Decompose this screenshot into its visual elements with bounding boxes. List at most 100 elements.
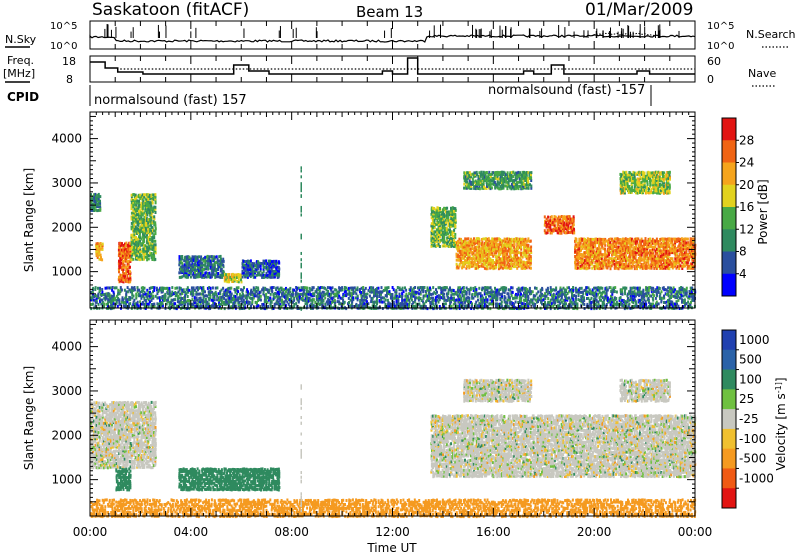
power-cell <box>658 185 661 189</box>
power-cell <box>451 224 454 228</box>
power-cell <box>183 304 185 308</box>
power-cell <box>597 251 600 255</box>
power-cell <box>488 239 491 243</box>
power-cell <box>269 259 272 263</box>
power-cell <box>650 263 653 266</box>
power-cell <box>430 244 433 248</box>
power-cell <box>230 286 233 290</box>
power-cell <box>458 258 461 262</box>
power-cell <box>238 273 241 277</box>
power-cell <box>262 292 265 296</box>
power-cell <box>209 259 212 263</box>
power-cell <box>286 300 289 304</box>
power-cell <box>629 177 632 181</box>
power-cell <box>557 219 560 223</box>
power-cell <box>466 171 468 175</box>
power-cell <box>484 254 487 258</box>
power-cell <box>251 269 254 273</box>
power-cell <box>631 262 634 266</box>
power-cell <box>241 269 244 273</box>
power-cell <box>95 254 98 257</box>
power-cell <box>130 221 133 225</box>
power-cell <box>685 241 688 245</box>
power-cell <box>568 215 571 219</box>
power-cell <box>244 260 247 264</box>
power-cell <box>144 221 147 225</box>
power-cell <box>198 255 201 259</box>
power-cell <box>523 247 526 251</box>
power-cell <box>653 173 656 177</box>
power-cell <box>644 239 647 243</box>
power-cell <box>589 241 592 245</box>
power-cell <box>471 177 474 181</box>
power-cell <box>555 226 558 230</box>
power-cell <box>105 302 108 306</box>
power-cell <box>690 242 693 245</box>
power-cell <box>599 243 602 247</box>
power-cell <box>494 241 497 245</box>
power-cell <box>95 244 98 248</box>
power-cell <box>464 186 467 190</box>
power-cell <box>527 243 530 247</box>
power-cell <box>629 239 632 243</box>
power-cell <box>182 265 185 269</box>
power-cell <box>622 255 625 259</box>
power-cell <box>643 175 646 179</box>
power-cell <box>476 255 479 259</box>
power-cell <box>620 247 623 251</box>
power-cell <box>667 179 669 183</box>
power-cell <box>101 292 104 296</box>
power-cell <box>207 304 210 308</box>
power-cell <box>132 288 135 292</box>
power-cell <box>645 266 648 270</box>
power-cell <box>146 302 149 306</box>
power-cell <box>162 288 164 292</box>
power-cell <box>146 213 149 217</box>
power-cell <box>201 271 204 275</box>
power-cell <box>664 177 667 181</box>
power-cell <box>664 187 667 191</box>
power-cell <box>143 254 146 258</box>
power-cell <box>278 292 281 296</box>
power-cell <box>97 203 100 207</box>
power-cell <box>140 250 143 254</box>
power-cell <box>450 212 452 216</box>
power-cell <box>515 262 518 266</box>
power-cell <box>150 252 153 255</box>
power-cell <box>515 245 518 249</box>
power-cell <box>109 286 112 290</box>
power-cell <box>478 257 481 261</box>
power-cell <box>97 296 100 300</box>
power-cell <box>159 299 161 302</box>
power-cell <box>125 271 128 275</box>
power-cell <box>474 241 476 245</box>
power-cell <box>153 243 156 247</box>
power-cell <box>270 268 273 272</box>
power-cell <box>514 237 517 241</box>
power-cell <box>634 241 637 245</box>
power-cell <box>616 245 619 249</box>
power-cell <box>434 234 437 238</box>
power-cell <box>459 261 462 265</box>
power-cell <box>513 245 516 249</box>
power-cell <box>546 219 549 223</box>
power-cell <box>629 175 632 179</box>
power-cell <box>550 231 553 235</box>
power-cell <box>507 246 510 250</box>
power-cell <box>434 236 437 240</box>
power-cell <box>267 290 270 294</box>
power-cell <box>571 231 574 235</box>
power-cell <box>180 269 183 273</box>
power-cell <box>492 182 495 186</box>
power-cell <box>443 238 446 242</box>
power-cell <box>95 242 98 246</box>
power-cell <box>520 264 523 268</box>
power-cell <box>229 300 232 304</box>
power-cell <box>442 240 445 244</box>
power-cell <box>128 304 130 308</box>
power-cell <box>120 276 123 280</box>
power-cell <box>96 244 99 248</box>
power-cell <box>455 252 458 256</box>
power-cell <box>136 237 138 241</box>
power-cell <box>595 237 598 241</box>
